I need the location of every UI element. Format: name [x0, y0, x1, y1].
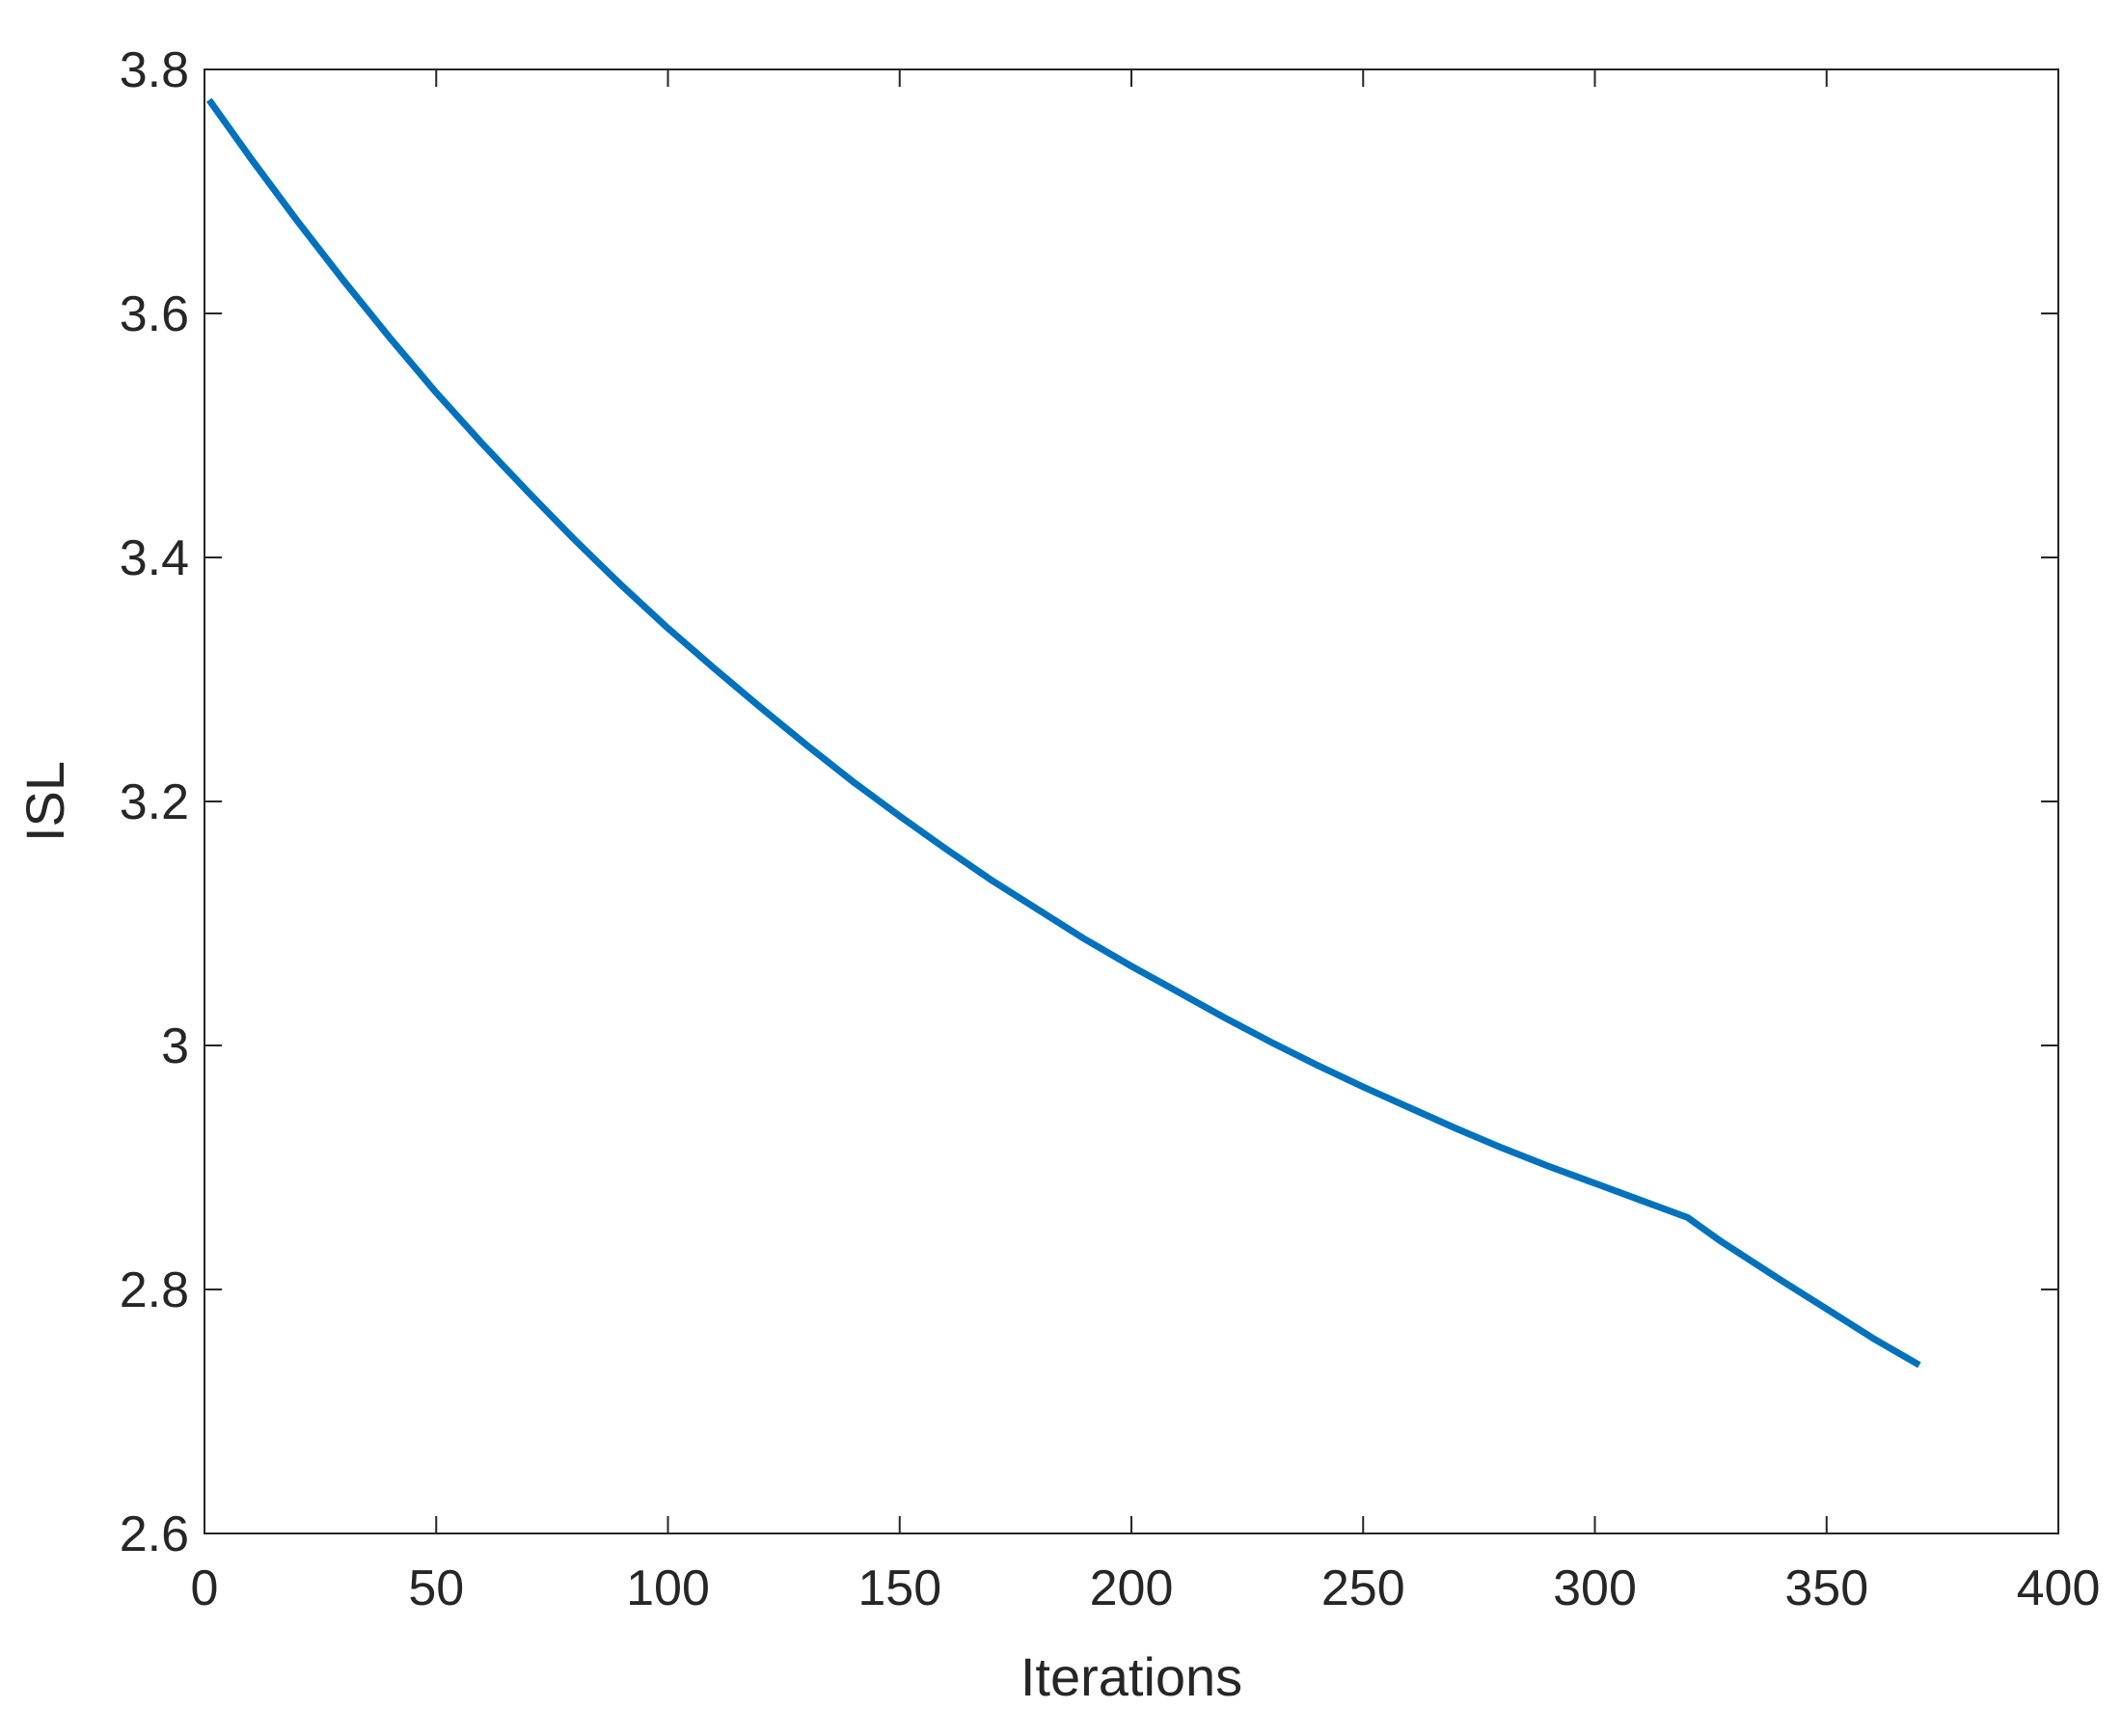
y-tick-label: 2.6 [120, 1506, 189, 1562]
x-axis-label: Iterations [1020, 1646, 1242, 1707]
x-tick-label: 0 [191, 1560, 219, 1616]
y-tick-labels: 2.6 2.8 3 3.2 3.4 3.6 3.8 [120, 42, 189, 1562]
x-tick-labels: 0 50 100 150 200 250 300 350 400 [191, 1560, 2101, 1616]
y-axis-label: ISL [14, 761, 75, 842]
y-tick-label: 3.4 [120, 530, 189, 586]
x-tick-label: 50 [408, 1560, 464, 1616]
x-tick-label: 400 [2017, 1560, 2101, 1616]
x-tick-label: 300 [1553, 1560, 1637, 1616]
x-tick-label: 150 [857, 1560, 941, 1616]
y-tick-label: 2.8 [120, 1262, 189, 1318]
axes-box [204, 68, 2059, 1534]
x-tick-label: 200 [1090, 1560, 1174, 1616]
x-tick-label: 100 [626, 1560, 710, 1616]
series-line [205, 97, 1921, 1369]
y-tick-label: 3.8 [120, 42, 189, 98]
y-tick-label: 3 [161, 1018, 189, 1074]
y-tick-label: 3.6 [120, 286, 189, 342]
x-tick-label: 250 [1321, 1560, 1405, 1616]
x-tick-label: 350 [1784, 1560, 1868, 1616]
series-layer [205, 97, 1921, 1369]
y-tick-label: 3.2 [120, 774, 189, 830]
